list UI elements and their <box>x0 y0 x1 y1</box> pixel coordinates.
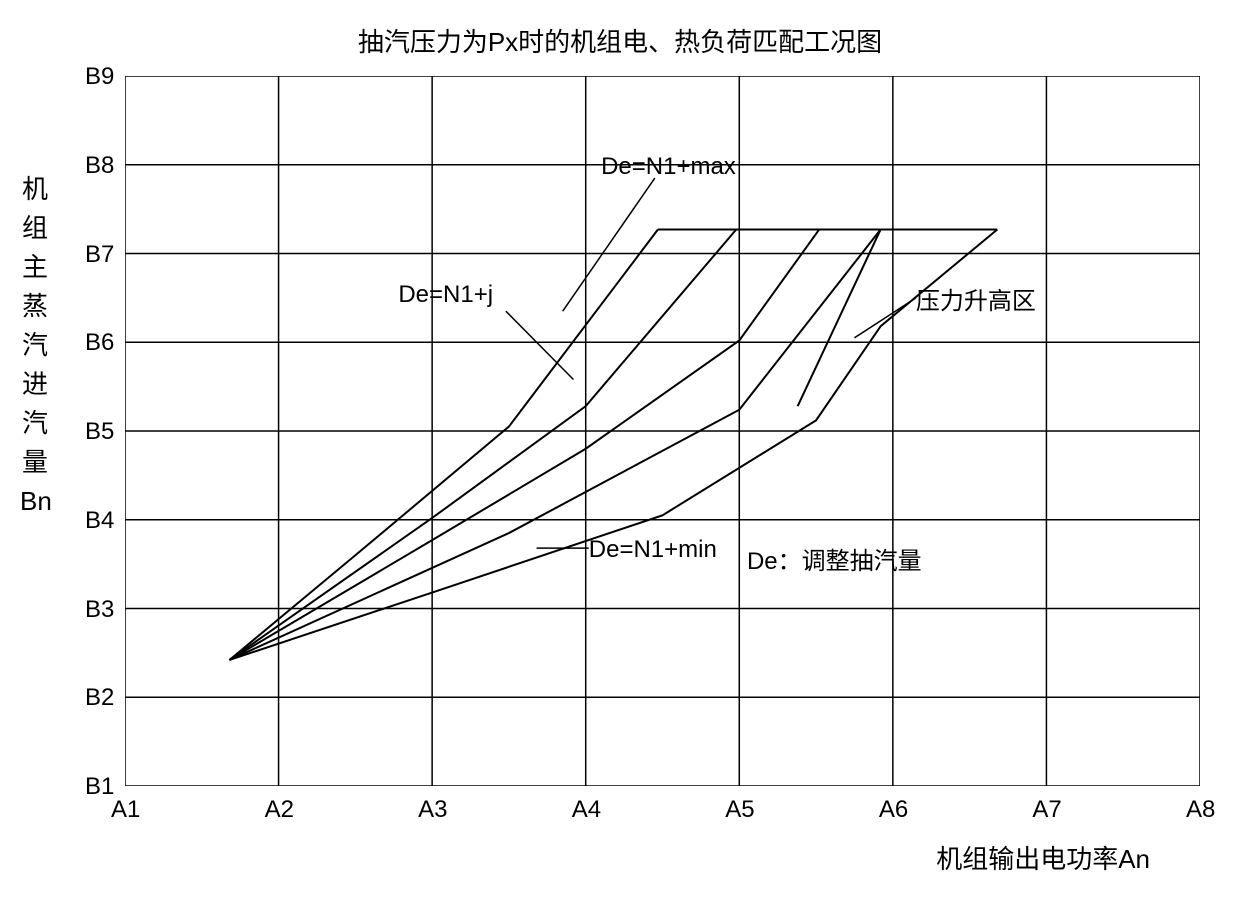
xtick-label: A3 <box>418 796 447 824</box>
leader-label-pressure <box>854 298 915 338</box>
ytick-label: B6 <box>85 329 114 357</box>
ytick-label: B8 <box>85 152 114 180</box>
xtick-label: A8 <box>1186 796 1215 824</box>
xtick-label: A6 <box>879 796 908 824</box>
chart-title: 抽汽压力为Px时的机组电、热负荷匹配工况图 <box>358 22 882 59</box>
xtick-label: A7 <box>1032 796 1061 824</box>
curve-de-min <box>229 230 997 660</box>
ytick-label: B2 <box>85 684 114 712</box>
label-de-def: De：调整抽汽量 <box>747 541 922 576</box>
ytick-label: B4 <box>85 507 114 535</box>
ytick-label: B3 <box>85 596 114 624</box>
label-pressure: 压力升高区 <box>916 281 1036 316</box>
chart-plot-area <box>125 76 1200 786</box>
ytick-label: B7 <box>85 241 114 269</box>
xtick-label: A1 <box>111 796 140 824</box>
ytick-label: B1 <box>85 773 114 801</box>
curve-de-j <box>229 230 819 660</box>
xtick-label: A2 <box>265 796 294 824</box>
ytick-label: B5 <box>85 418 114 446</box>
chart-svg <box>125 76 1200 786</box>
label-de-j: De=N1+j <box>398 281 493 309</box>
leader-label-de-max <box>563 178 655 311</box>
x-axis-label: 机组输出电功率An <box>936 839 1150 876</box>
leader-label-de-j <box>506 311 574 379</box>
curve-de-mid2 <box>229 230 880 660</box>
label-de-max: De=N1+max <box>601 153 736 181</box>
xtick-label: A5 <box>725 796 754 824</box>
label-de-min: De=N1+min <box>589 536 717 564</box>
xtick-label: A4 <box>572 796 601 824</box>
ytick-label: B9 <box>85 63 114 91</box>
y-axis-label: 机组主蒸汽进汽量Bn <box>20 170 50 521</box>
